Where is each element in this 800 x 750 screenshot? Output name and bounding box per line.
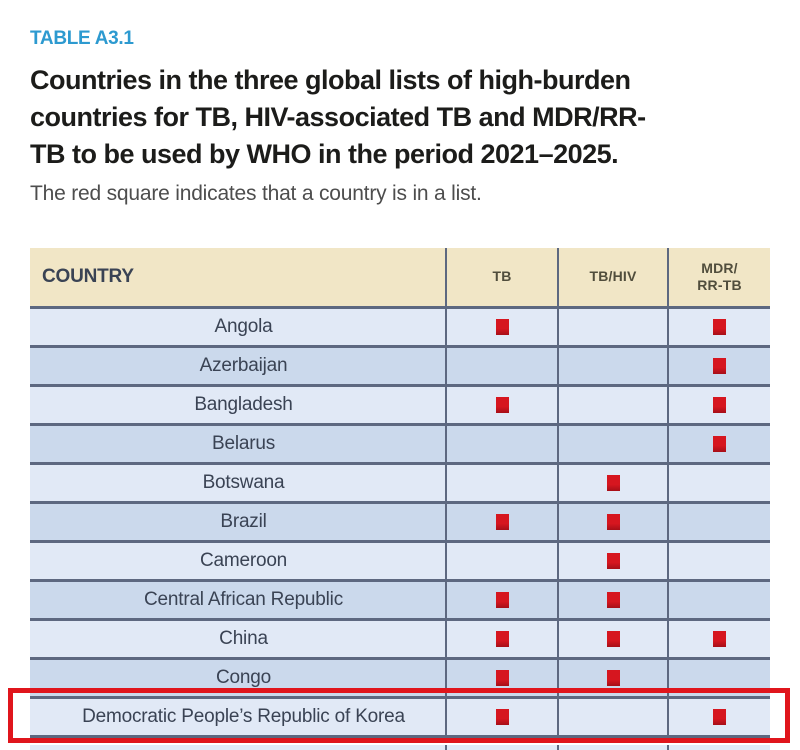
- in-list-marker-icon: [713, 319, 726, 335]
- country-cell: Azerbaijan: [199, 355, 288, 376]
- mdr-rr-tb-list-marker-cell: [667, 309, 770, 345]
- in-list-marker-icon: [495, 631, 509, 647]
- tb-list-marker-cell: [445, 465, 557, 501]
- mdr-rr-tb-list-marker-cell: [667, 504, 770, 540]
- tb-list-marker-cell: [445, 582, 557, 618]
- in-list-marker-icon: [606, 631, 620, 647]
- mdr-rr-tb-list-marker-cell: [667, 387, 770, 423]
- country-cell: Congo: [216, 667, 271, 688]
- tb-list-marker-cell: [445, 660, 557, 696]
- country-cell: Central African Republic: [143, 589, 344, 610]
- table-row: Cameroon: [30, 543, 770, 582]
- in-list-marker-icon: [495, 397, 509, 413]
- page-title-line-3: TB to be used by WHO in the period 2021–…: [30, 139, 619, 169]
- country-cell: Botswana: [202, 472, 285, 493]
- in-list-marker-icon: [495, 709, 509, 725]
- table-row: Brazil: [30, 504, 770, 543]
- column-header-tb-hiv: TB/HIV: [557, 248, 667, 306]
- page-title-line-2: countries for TB, HIV-associated TB and …: [30, 102, 646, 132]
- page-title: Countries in the three global lists of h…: [30, 62, 775, 173]
- country-cell: Brazil: [220, 511, 267, 532]
- table-row: Bangladesh: [30, 387, 770, 426]
- in-list-marker-icon: [713, 397, 726, 413]
- in-list-marker-icon: [606, 592, 620, 608]
- in-list-marker-icon: [713, 709, 726, 725]
- tb-hiv-list-marker-cell: [557, 582, 667, 618]
- tb-list-marker-cell: [445, 504, 557, 540]
- page-title-line-1: Countries in the three global lists of h…: [30, 65, 631, 95]
- table-row: Democratic People’s Republic of Korea: [30, 699, 770, 738]
- table-row: Congo: [30, 660, 770, 699]
- country-cell: Angola: [214, 316, 273, 337]
- table-row: Angola: [30, 309, 770, 348]
- table-row: Central African Republic: [30, 582, 770, 621]
- in-list-marker-icon: [606, 514, 620, 530]
- tb-hiv-list-marker-cell: [557, 387, 667, 423]
- mdr-rr-tb-list-marker-cell: [667, 699, 770, 735]
- table-label: TABLE A3.1: [30, 28, 134, 49]
- tb-hiv-list-marker-cell: [557, 543, 667, 579]
- in-list-marker-icon: [495, 670, 509, 686]
- in-list-marker-icon: [606, 553, 620, 569]
- in-list-marker-icon: [713, 358, 726, 374]
- tb-list-marker-cell: [445, 387, 557, 423]
- tb-hiv-list-marker-cell: [557, 699, 667, 735]
- tb-hiv-list-marker-cell: [557, 660, 667, 696]
- country-cell: Cameroon: [199, 550, 288, 571]
- tb-hiv-list-marker-cell: [557, 465, 667, 501]
- table-body: Angola Azerbaijan Bangladesh Belarus Botswan…: [30, 309, 770, 738]
- tb-list-marker-cell: [445, 543, 557, 579]
- in-list-marker-icon: [495, 592, 509, 608]
- tb-list-marker-cell: [445, 348, 557, 384]
- mdr-rr-tb-list-marker-cell: [667, 465, 770, 501]
- country-cell: Bangladesh: [194, 394, 293, 415]
- tb-list-marker-cell: [445, 621, 557, 657]
- column-header-tb: TB: [445, 248, 557, 306]
- tb-list-marker-cell: [445, 426, 557, 462]
- next-row-partial: [30, 745, 770, 750]
- column-header-country: COUNTRY: [42, 266, 134, 288]
- country-cell: Belarus: [211, 433, 276, 454]
- mdr-rr-tb-list-marker-cell: [667, 426, 770, 462]
- table-row: Azerbaijan: [30, 348, 770, 387]
- mdr-rr-tb-list-marker-cell: [667, 660, 770, 696]
- table-row: Botswana: [30, 465, 770, 504]
- in-list-marker-icon: [713, 631, 726, 647]
- table-header-row: COUNTRY TB TB/HIV MDR/ RR-TB: [30, 248, 770, 309]
- tb-hiv-list-marker-cell: [557, 309, 667, 345]
- table-row: Belarus: [30, 426, 770, 465]
- tb-list-marker-cell: [445, 699, 557, 735]
- high-burden-country-table: COUNTRY TB TB/HIV MDR/ RR-TB Angola Azerb…: [30, 248, 770, 738]
- tb-list-marker-cell: [445, 309, 557, 345]
- country-cell: China: [219, 628, 268, 649]
- in-list-marker-icon: [606, 670, 620, 686]
- mdr-rr-tb-list-marker-cell: [667, 582, 770, 618]
- column-header-mdr-rr-tb: MDR/ RR-TB: [667, 248, 770, 306]
- mdr-rr-tb-list-marker-cell: [667, 543, 770, 579]
- tb-hiv-list-marker-cell: [557, 426, 667, 462]
- in-list-marker-icon: [495, 319, 509, 335]
- in-list-marker-icon: [495, 514, 509, 530]
- mdr-rr-tb-list-marker-cell: [667, 348, 770, 384]
- in-list-marker-icon: [713, 436, 726, 452]
- in-list-marker-icon: [606, 475, 620, 491]
- country-cell: Democratic People’s Republic of Korea: [82, 706, 405, 727]
- tb-hiv-list-marker-cell: [557, 621, 667, 657]
- page-subtitle: The red square indicates that a country …: [30, 182, 482, 205]
- mdr-rr-tb-list-marker-cell: [667, 621, 770, 657]
- tb-hiv-list-marker-cell: [557, 504, 667, 540]
- table-row: China: [30, 621, 770, 660]
- tb-hiv-list-marker-cell: [557, 348, 667, 384]
